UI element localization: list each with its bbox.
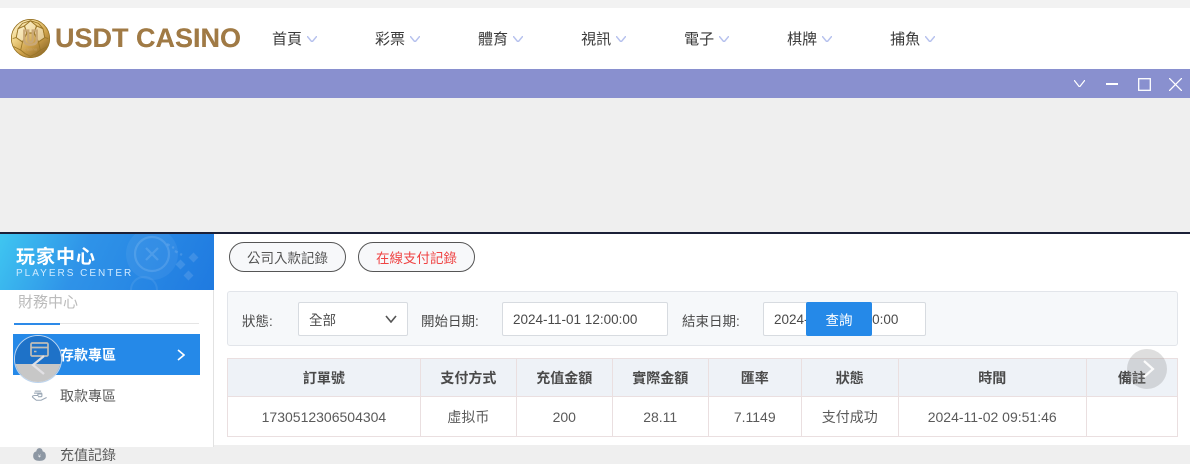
svg-text:¥: ¥ xyxy=(38,454,41,460)
svg-text:Casino: Casino xyxy=(24,48,38,52)
